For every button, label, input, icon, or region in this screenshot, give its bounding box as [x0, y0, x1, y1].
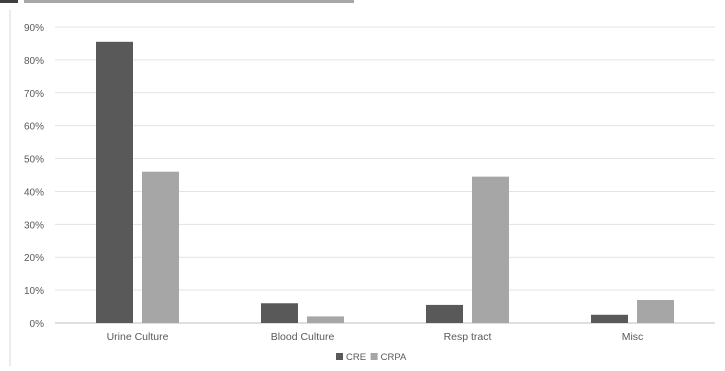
y-tick-label: 90% — [24, 23, 44, 34]
bar-crpa-resp-tract — [472, 176, 509, 323]
bar-crpa-urine-culture — [142, 171, 179, 323]
y-tick-label: 60% — [24, 122, 44, 133]
bars — [96, 41, 674, 324]
bar-cre-resp-tract — [426, 304, 463, 323]
legend-label-crpa: CRPA — [381, 352, 407, 363]
x-tick-label: Misc — [622, 331, 644, 343]
legend-label-cre: CRE — [346, 352, 366, 363]
cropped-title-mark — [0, 0, 18, 3]
bar-crpa-misc — [637, 299, 674, 323]
bar-cre-misc — [591, 314, 628, 323]
y-tick-label: 40% — [24, 187, 44, 198]
bar-cre-blood-culture — [261, 303, 298, 323]
y-tick-label: 30% — [24, 220, 44, 231]
legend: CRE CRPA — [336, 352, 407, 363]
x-tick-label: Resp tract — [444, 331, 492, 343]
cropped-title-mark — [24, 0, 354, 3]
y-tick-label: 0% — [30, 319, 45, 330]
y-tick-label: 70% — [24, 89, 44, 100]
y-tick-label: 20% — [24, 253, 44, 264]
bar-crpa-blood-culture — [307, 316, 344, 323]
x-axis-tick-labels: Urine Culture Blood Culture Resp tract Misc — [107, 331, 644, 343]
x-tick-label: Blood Culture — [271, 331, 335, 343]
y-tick-label: 80% — [24, 56, 44, 67]
y-axis-tick-labels: 0% 10% 20% 30% 40% 50% 60% 70% 80% 90% — [24, 23, 44, 330]
x-tick-label: Urine Culture — [107, 331, 169, 343]
bar-cre-urine-culture — [96, 41, 133, 324]
cropped-title-fragment — [0, 0, 354, 3]
y-tick-label: 10% — [24, 286, 44, 297]
legend-swatch-crpa — [370, 353, 378, 360]
legend-swatch-cre — [336, 353, 343, 360]
y-tick-label: 50% — [24, 155, 44, 166]
